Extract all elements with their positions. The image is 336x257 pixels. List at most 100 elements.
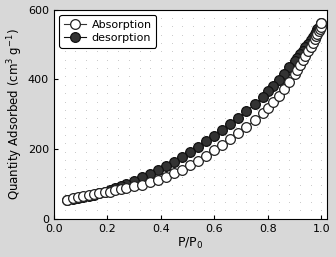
Point (137, 24, 142, 28)
Point (94, 150, 99, 154)
Point (137, 66, 142, 70)
Point (116, 91, 121, 95)
Point (233, 99, 239, 104)
Point (222, 91, 228, 95)
Point (105, 158, 110, 162)
desorption (316, 28, 320, 31)
Point (201, 83, 206, 87)
Point (308, 167, 313, 171)
Point (276, 116, 281, 120)
Point (265, 200, 270, 204)
desorption (318, 24, 322, 27)
Point (169, 133, 174, 137)
Point (287, 208, 292, 212)
Point (148, 16, 153, 20)
Point (308, 125, 313, 129)
Absorption (97, 192, 101, 195)
Point (83, 208, 89, 212)
desorption (253, 103, 257, 106)
Point (148, 99, 153, 104)
Point (94, 33, 99, 37)
Point (265, 125, 270, 129)
Point (94, 58, 99, 62)
Point (83, 33, 89, 37)
Point (297, 167, 303, 171)
Absorption (71, 196, 75, 199)
Point (73, 208, 78, 212)
Point (62, 49, 67, 53)
Point (116, 217, 121, 221)
Point (105, 191, 110, 196)
Point (265, 158, 270, 162)
Point (148, 150, 153, 154)
Absorption (188, 164, 192, 167)
Point (265, 175, 270, 179)
Point (254, 217, 260, 221)
desorption (314, 30, 318, 33)
Point (308, 158, 313, 162)
Point (265, 133, 270, 137)
Absorption (164, 175, 168, 178)
Point (222, 66, 228, 70)
Point (180, 91, 185, 95)
Point (190, 16, 196, 20)
Absorption (237, 132, 241, 135)
Point (148, 200, 153, 204)
Point (105, 7, 110, 12)
Point (126, 7, 131, 12)
Point (212, 75, 217, 79)
Point (169, 141, 174, 145)
desorption (87, 195, 91, 198)
Point (116, 7, 121, 12)
Point (180, 150, 185, 154)
Point (126, 66, 131, 70)
Point (51, 167, 56, 171)
Point (190, 191, 196, 196)
Point (244, 167, 249, 171)
Point (190, 125, 196, 129)
Point (73, 200, 78, 204)
Point (116, 58, 121, 62)
Point (308, 58, 313, 62)
Point (244, 99, 249, 104)
Point (51, 99, 56, 104)
Point (190, 99, 196, 104)
Point (94, 99, 99, 104)
Point (51, 33, 56, 37)
Point (62, 125, 67, 129)
Point (105, 208, 110, 212)
Point (319, 175, 324, 179)
Point (137, 125, 142, 129)
desorption (311, 35, 316, 38)
Point (319, 167, 324, 171)
Absorption (148, 181, 152, 184)
Point (137, 175, 142, 179)
Point (319, 158, 324, 162)
Point (244, 49, 249, 53)
Point (180, 175, 185, 179)
Point (94, 75, 99, 79)
Point (244, 158, 249, 162)
Point (265, 83, 270, 87)
Point (244, 66, 249, 70)
Point (51, 200, 56, 204)
Point (73, 83, 78, 87)
Point (287, 141, 292, 145)
Point (126, 125, 131, 129)
Point (158, 7, 164, 12)
Point (94, 208, 99, 212)
Point (51, 116, 56, 120)
Point (73, 7, 78, 12)
Point (233, 16, 239, 20)
Point (308, 83, 313, 87)
Absorption (196, 159, 200, 162)
Point (287, 66, 292, 70)
desorption (295, 56, 299, 59)
Point (83, 200, 89, 204)
Point (158, 24, 164, 28)
Point (62, 200, 67, 204)
Point (190, 75, 196, 79)
Point (158, 217, 164, 221)
Absorption (114, 189, 118, 192)
Point (126, 175, 131, 179)
